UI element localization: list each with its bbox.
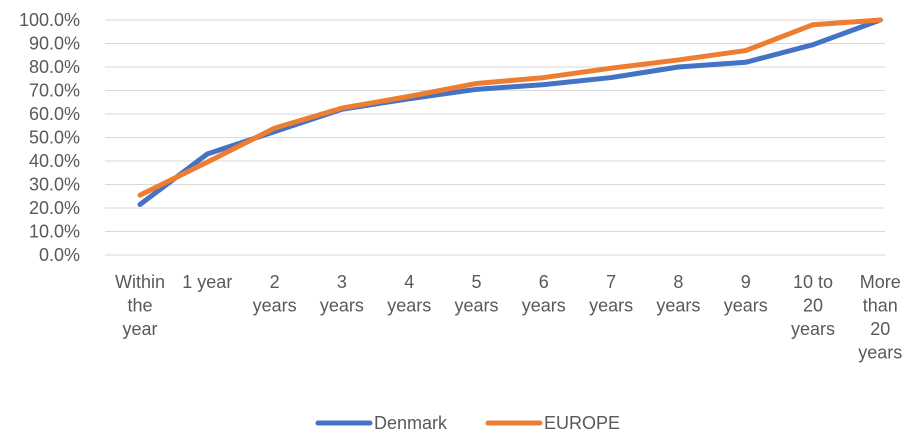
x-tick-label: 9 years	[724, 272, 768, 316]
x-tick-label: 5 years	[454, 272, 498, 316]
y-tick-label: 40.0%	[29, 151, 80, 171]
x-tick-line: 20	[870, 319, 890, 339]
x-tick-line: years	[253, 296, 297, 316]
x-tick-line: 2	[270, 272, 280, 292]
x-tick-line: years	[791, 319, 835, 339]
y-tick-label: 50.0%	[29, 128, 80, 148]
series-lines	[137, 17, 883, 207]
x-tick-line: 3	[337, 272, 347, 292]
x-tick-label: Within the year	[115, 272, 165, 339]
y-tick-label: 70.0%	[29, 81, 80, 101]
x-tick-line: years	[724, 296, 768, 316]
x-tick-line: More	[860, 272, 901, 292]
y-tick-label: 80.0%	[29, 57, 80, 77]
series-line-europe	[137, 17, 883, 198]
y-tick-label: 20.0%	[29, 198, 80, 218]
x-tick-line: years	[656, 296, 700, 316]
y-tick-label: 100.0%	[19, 10, 80, 30]
x-tick-line: 9	[741, 272, 751, 292]
x-tick-label: More than 20 years	[858, 272, 902, 363]
x-tick-line: 8	[673, 272, 683, 292]
x-tick-line: the	[127, 296, 152, 316]
x-tick-line: years	[522, 296, 566, 316]
x-tick-label: 4 years	[387, 272, 431, 316]
y-tick-label: 90.0%	[29, 34, 80, 54]
x-tick-line: 10 to	[793, 272, 833, 292]
x-tick-line: 6	[539, 272, 549, 292]
x-tick-label: 1 year	[182, 272, 232, 292]
x-tick-line: 20	[803, 296, 823, 316]
x-tick-line: Within	[115, 272, 165, 292]
x-tick-label: 10 to 20 years	[791, 272, 835, 339]
gridlines	[105, 19, 885, 256]
x-tick-label: 2 years	[253, 272, 297, 316]
x-tick-line: 4	[404, 272, 414, 292]
legend-label: EUROPE	[544, 413, 620, 433]
x-axis-ticks: Within the year 1 year 2 years 3 years 4 years 5 ye…	[115, 272, 902, 363]
x-tick-line: years	[589, 296, 633, 316]
x-tick-line: 5	[471, 272, 481, 292]
x-tick-label: 7 years	[589, 272, 633, 316]
x-tick-line: years	[387, 296, 431, 316]
series-line-denmark	[137, 17, 883, 207]
y-tick-label: 0.0%	[39, 245, 80, 265]
x-tick-line: years	[454, 296, 498, 316]
y-axis-ticks: 0.0% 10.0% 20.0% 30.0% 40.0% 50.0% 60.0% 70.0% 8…	[19, 10, 80, 265]
x-tick-line: years	[858, 343, 902, 363]
y-tick-label: 30.0%	[29, 175, 80, 195]
x-tick-label: 3 years	[320, 272, 364, 316]
legend-label: Denmark	[374, 413, 448, 433]
y-tick-label: 10.0%	[29, 222, 80, 242]
y-tick-label: 60.0%	[29, 104, 80, 124]
x-tick-label: 8 years	[656, 272, 700, 316]
x-tick-line: 1 year	[182, 272, 232, 292]
x-tick-line: than	[863, 296, 898, 316]
x-tick-line: 7	[606, 272, 616, 292]
x-tick-line: years	[320, 296, 364, 316]
legend: Denmark EUROPE	[315, 413, 620, 433]
x-tick-label: 6 years	[522, 272, 566, 316]
x-tick-line: year	[122, 319, 157, 339]
